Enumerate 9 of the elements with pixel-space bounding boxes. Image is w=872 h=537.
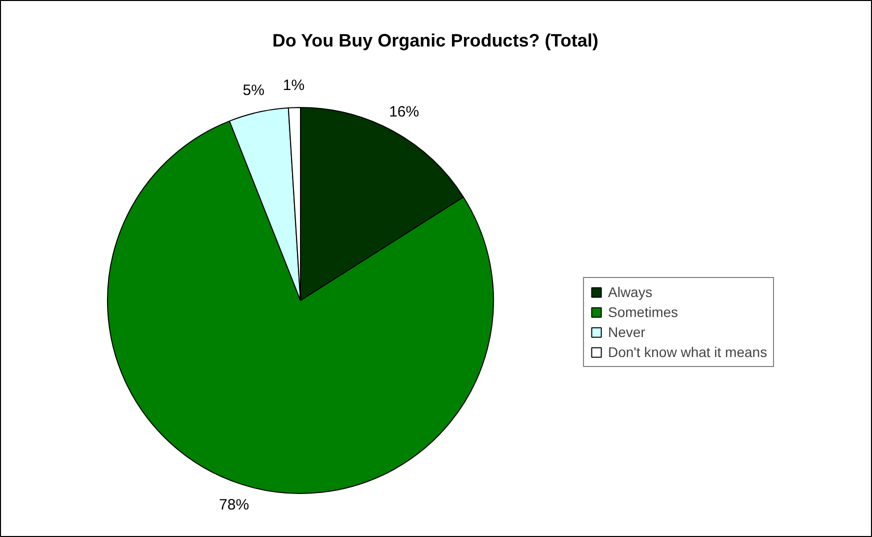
- data-label: 5%: [242, 82, 264, 100]
- data-label: 16%: [389, 104, 420, 121]
- legend-label: Never: [608, 324, 646, 340]
- data-label: 78%: [219, 496, 250, 514]
- legend-label: Always: [608, 284, 652, 300]
- legend-label: Don't know what it means: [608, 344, 768, 360]
- data-label: 1%: [282, 77, 305, 94]
- chart-title: Do You Buy Organic Products? (Total): [272, 30, 598, 50]
- legend-label: Sometimes: [608, 304, 678, 320]
